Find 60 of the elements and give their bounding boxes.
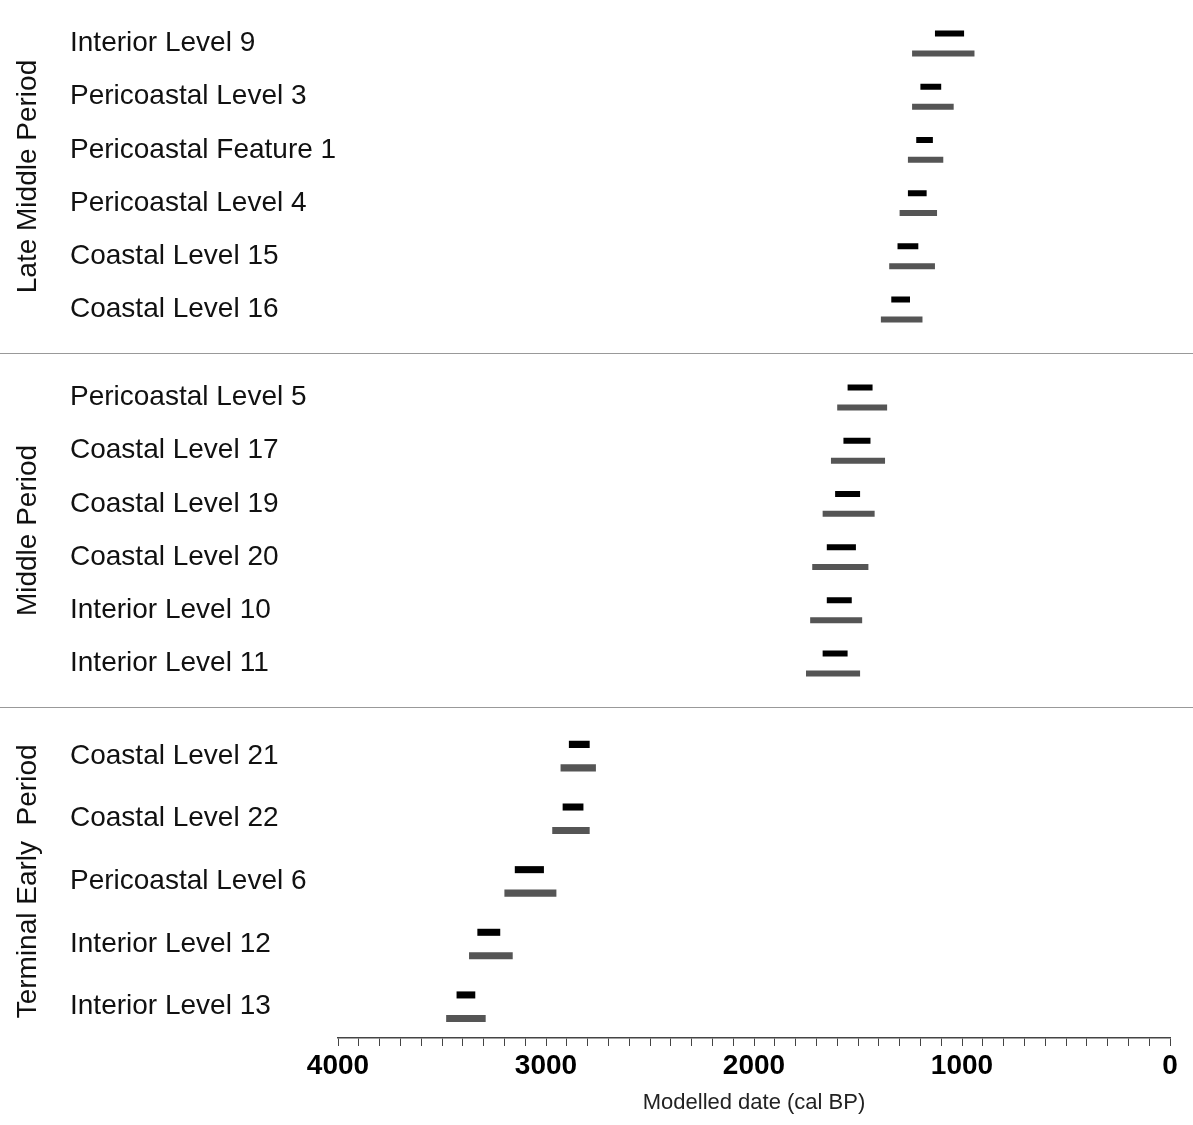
bar [916,136,933,143]
y-tick-label: Pericoastal Level 3 [70,79,307,111]
bar [912,50,975,57]
bar [812,564,869,571]
bar [806,670,861,677]
x-tick-label: 1000 [930,1048,994,1080]
x-axis-title: Modelled date (cal BP) [642,1088,866,1114]
y-tick-label: Coastal Level 17 [70,433,279,465]
y-tick-label: Coastal Level 22 [70,801,279,833]
y-tick-label: Pericoastal Level 4 [70,185,307,217]
bar [469,952,513,960]
x-tick-label: 3000 [514,1048,578,1080]
y-axis-title: Late Middle Period [10,59,42,294]
bar [830,457,886,464]
y-axis-title: Middle Period [10,444,42,617]
x-tick-label: 4000 [306,1048,370,1080]
bar [826,544,856,551]
x-tick-label: 0 [1162,1048,1178,1080]
y-tick-label: Interior Level 9 [70,26,256,58]
y-tick-label: Interior Level 13 [70,989,271,1021]
bar [880,316,923,323]
bar [843,437,871,444]
y-tick-label: Coastal Level 15 [70,239,279,271]
bar [826,597,852,604]
bar [568,740,590,748]
bar [446,1014,486,1022]
bar [891,296,910,303]
y-tick-label: Coastal Level 20 [70,539,279,571]
y-tick-label: Coastal Level 21 [70,738,279,770]
y-tick-label: Pericoastal Feature 1 [70,132,337,164]
bar [912,103,954,110]
y-tick-label: Coastal Level 16 [70,292,279,324]
bar [920,83,942,90]
y-tick-label: Pericoastal Level 5 [70,380,307,412]
y-tick-label: Interior Level 10 [70,593,271,625]
y-tick-label: Pericoastal Level 6 [70,864,307,896]
x-tick-label: 2000 [722,1048,786,1080]
bar [514,866,544,874]
bar [822,510,875,517]
bar [810,617,863,624]
y-tick-label: Interior Level 12 [70,926,271,958]
bar [899,210,938,217]
bar [907,156,944,163]
bar [837,404,888,411]
bar [456,991,476,999]
bar [835,490,861,497]
bar [822,650,848,657]
bar [897,243,919,250]
y-tick-label: Coastal Level 19 [70,486,279,518]
bar [477,928,501,936]
bar [552,826,590,835]
bar [562,803,584,811]
y-tick-label: Interior Level 11 [70,646,269,678]
bar [504,889,557,897]
bar [847,384,873,391]
y-axis-title: Terminal Early Period [10,744,42,1019]
bar [907,190,927,197]
bar [934,30,965,37]
bar [889,263,935,270]
bar [560,764,596,772]
